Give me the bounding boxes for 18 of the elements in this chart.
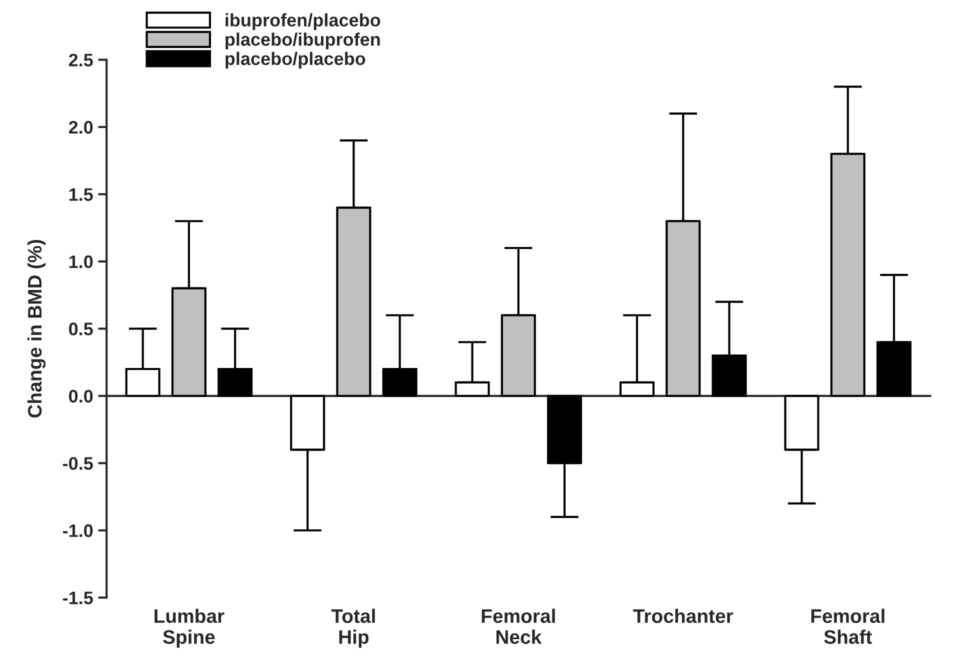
x-tick-label: Lumbar Spine bbox=[154, 608, 224, 648]
legend-label: ibuprofen/placebo bbox=[226, 13, 380, 30]
y-tick-label: 2.5 bbox=[68, 54, 93, 66]
y-tick-label: -1.5 bbox=[62, 592, 93, 604]
y-tick-label: -1.0 bbox=[62, 524, 93, 538]
legend-label: placebo/ibuprofen bbox=[226, 32, 380, 50]
x-tick-label: Femoral Neck bbox=[482, 608, 555, 644]
y-tick-label: 1.5 bbox=[69, 188, 93, 201]
y-tick-label: 1.0 bbox=[69, 255, 93, 268]
legend-label: placebo/placebo bbox=[226, 52, 366, 69]
x-tick-label: Femoral Shaft bbox=[811, 608, 884, 644]
x-tick-label: Total Hip bbox=[331, 608, 375, 648]
x-tick-label: Trochanter bbox=[633, 608, 734, 623]
y-tick-label: 2.0 bbox=[68, 120, 93, 134]
y-tick-label: 0.0 bbox=[69, 390, 93, 403]
y-axis-title: Change in BMD (%) bbox=[27, 240, 46, 418]
y-tick-label: 0.5 bbox=[69, 322, 93, 336]
y-tick-label: -0.5 bbox=[62, 457, 93, 470]
